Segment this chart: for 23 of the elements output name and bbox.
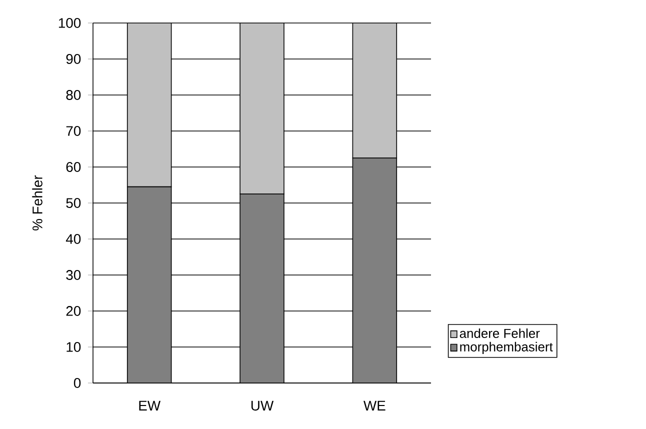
y-tick-label: 40	[66, 234, 81, 244]
y-tick-label: 90	[66, 54, 81, 64]
y-tick-label: 30	[66, 270, 81, 280]
bar	[352, 22, 398, 158]
y-tick-label: 60	[66, 162, 81, 172]
x-tick-label: WE	[364, 400, 386, 410]
bar	[240, 194, 284, 383]
y-tick-label: 0	[74, 378, 81, 388]
bar	[126, 186, 172, 383]
y-tick-label: 20	[66, 306, 81, 316]
y-tick-label: 50	[66, 198, 81, 208]
x-tick-label: UW	[251, 400, 274, 411]
y-tick-label: 70	[66, 126, 81, 136]
bar	[352, 158, 398, 383]
legend-label: morphembasiert	[460, 342, 553, 354]
y-tick-label: 10	[66, 342, 81, 352]
y-tick-label: 100	[58, 18, 81, 28]
bar	[126, 22, 172, 188]
legend-label: andere Fehler	[460, 328, 540, 338]
y-tick-label: 80	[66, 90, 81, 100]
x-tick-label: EW	[139, 400, 161, 410]
bar	[240, 22, 284, 194]
y-axis-title: % Fehler	[32, 175, 42, 230]
